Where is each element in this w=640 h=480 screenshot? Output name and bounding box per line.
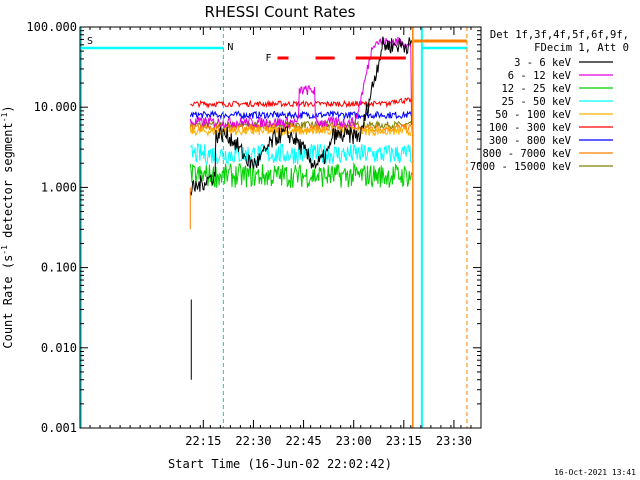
- y-tick-label: 0.001: [41, 421, 77, 435]
- plot-timestamp: 16-Oct-2021 13:41: [554, 468, 636, 477]
- series-line: [189, 109, 413, 121]
- legend-label: 800 - 7000 keV: [482, 148, 571, 160]
- y-tick-label: 100.000: [26, 20, 77, 34]
- saa-flag-label: S: [87, 36, 93, 47]
- y-tick-label: 1.000: [41, 180, 77, 194]
- x-tick-label: 23:00: [336, 434, 372, 448]
- x-axis-label: Start Time (16-Jun-02 22:02:42): [168, 457, 392, 471]
- legend-label: 50 - 100 keV: [495, 109, 572, 121]
- x-tick-label: 22:45: [285, 434, 321, 448]
- chart-title: RHESSI Count Rates: [205, 3, 356, 21]
- legend-label: 100 - 300 keV: [489, 122, 572, 134]
- legend-label: 300 - 800 keV: [489, 135, 572, 147]
- night-flag-label: N: [227, 42, 233, 53]
- flare-flag-label: F: [265, 53, 271, 64]
- series-line: [189, 36, 413, 196]
- legend-label: 6 - 12 keV: [508, 70, 572, 82]
- series-line: [190, 97, 413, 109]
- y-tick-label: 10.000: [34, 100, 77, 114]
- y-axis-label: Count Rate (s-1 detector segment-1): [0, 105, 15, 348]
- legend-label: 3 - 6 keV: [514, 57, 572, 69]
- legend-header: Det 1f,3f,4f,5f,6f,9f,: [490, 29, 629, 41]
- x-tick-label: 22:30: [235, 434, 271, 448]
- x-tick-label: 22:15: [185, 434, 221, 448]
- series-line: [189, 36, 413, 129]
- legend-label: 12 - 25 keV: [501, 83, 571, 95]
- y-tick-label: 0.010: [41, 341, 77, 355]
- legend-header: FDecim 1, Att 0: [534, 42, 629, 54]
- legend-label: 25 - 50 keV: [501, 96, 571, 108]
- x-tick-label: 23:30: [436, 434, 472, 448]
- x-tick-label: 23:15: [386, 434, 422, 448]
- legend-label: 7000 - 15000 keV: [470, 161, 572, 173]
- series-line: [189, 161, 413, 188]
- y-tick-label: 0.100: [41, 261, 77, 275]
